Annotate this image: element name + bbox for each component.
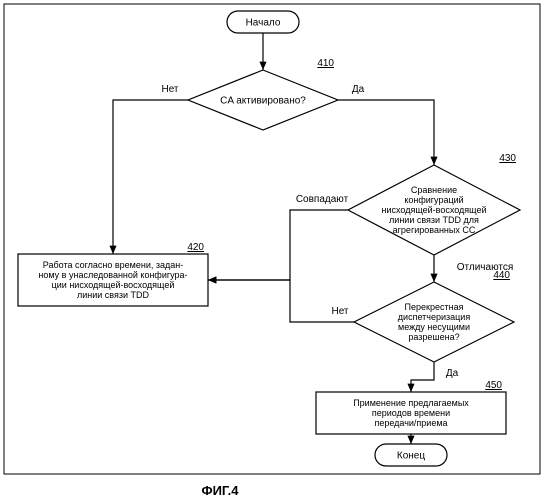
node-end-line0: Конец [397, 451, 425, 462]
edge-label-2: Да [352, 84, 365, 95]
node-d440-line2: между несущими [398, 322, 470, 332]
node-d440-line0: Перекрестная [405, 302, 464, 312]
edge-label-5: Нет [331, 306, 348, 317]
edge-d430-p420: Совпадают [208, 194, 349, 280]
node-p420-line0: Работа согласно времени, задан- [43, 260, 183, 270]
node-end: Конец [375, 444, 447, 466]
edge-d440-p450: Да [411, 362, 459, 392]
node-d440: Перекрестнаядиспетчеризациямежду несущим… [354, 270, 514, 362]
node-d430-line2: нисходящей-восходящей [381, 205, 486, 215]
node-d440-ref: 440 [493, 270, 510, 281]
edge-label-3: Совпадают [296, 194, 349, 205]
node-d430-line4: агрегированных CC [393, 225, 476, 235]
edge-d440-p420: Нет [208, 280, 354, 322]
figure-label: ФИГ.4 [201, 483, 239, 498]
node-p420-line2: ции нисходящей-восходящей [52, 280, 175, 290]
node-p420-line3: линии связи TDD [77, 290, 150, 300]
node-p450-line1: периодов времени [372, 408, 450, 418]
node-p420-line1: ному в унаследованной конфигура- [38, 270, 187, 280]
node-d430: Сравнениеконфигурацийнисходящей-восходящ… [348, 153, 520, 255]
node-d430-line3: линии связи TDD для [389, 215, 479, 225]
node-d440-line3: разрешена? [408, 332, 459, 342]
edge-label-1: Нет [161, 84, 178, 95]
node-p450-line0: Применение предлагаемых [353, 398, 469, 408]
edge-label-6: Да [446, 368, 459, 379]
node-d430-line1: конфигураций [404, 195, 463, 205]
node-d410-line0: CA активировано? [220, 96, 306, 107]
node-p420-ref: 420 [187, 242, 204, 253]
node-start: Начало [227, 11, 299, 33]
node-d430-line0: Сравнение [411, 185, 457, 195]
node-start-line0: Начало [246, 18, 281, 29]
node-d410-ref: 410 [317, 58, 334, 69]
node-p450-ref: 450 [485, 380, 502, 391]
node-d430-ref: 430 [499, 153, 516, 164]
edge-d410-p420: Нет [113, 84, 188, 254]
node-p450-line2: передачи/приема [374, 418, 447, 428]
node-d440-line1: диспетчеризация [398, 312, 471, 322]
edge-d410-d430: Да [338, 84, 434, 165]
